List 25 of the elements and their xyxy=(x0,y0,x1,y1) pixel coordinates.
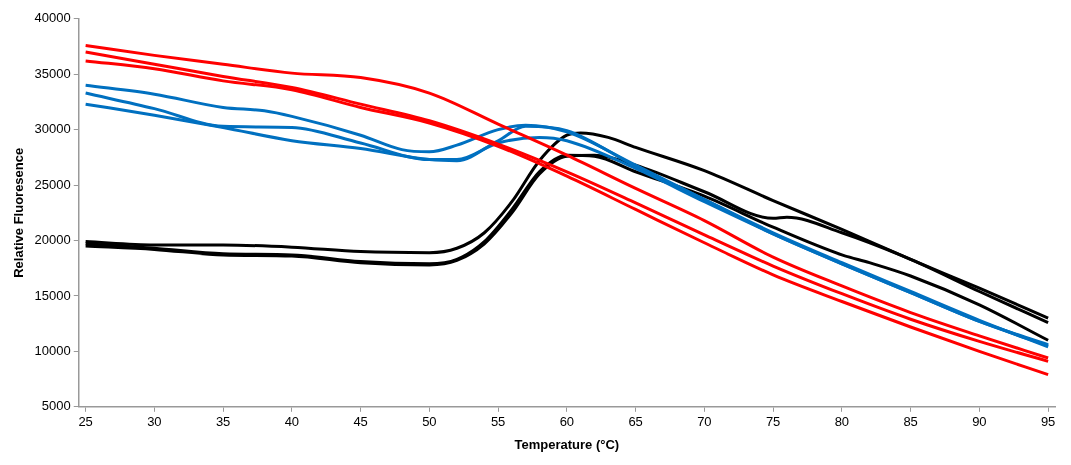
x-tick-label: 50 xyxy=(422,414,437,430)
y-tick-label: 20000 xyxy=(34,232,71,248)
x-axis-title: Temperature (°C) xyxy=(514,436,620,452)
y-tick-label: 35000 xyxy=(34,65,71,81)
x-tick-label: 60 xyxy=(559,414,575,430)
y-tick-label: 5000 xyxy=(41,398,71,414)
x-tick-label: 25 xyxy=(78,414,93,430)
y-axis-title: Relative Fluoresence xyxy=(11,147,27,278)
y-tick-label: 25000 xyxy=(34,176,71,192)
y-tick-label: 40000 xyxy=(34,10,71,26)
y-tick-label: 30000 xyxy=(34,121,71,137)
y-tick-label: 10000 xyxy=(34,342,71,358)
x-tick-label: 80 xyxy=(834,414,850,430)
x-tick-label: 65 xyxy=(628,414,643,430)
x-tick-label: 45 xyxy=(353,414,368,430)
x-tick-label: 70 xyxy=(697,414,712,430)
x-tick-label: 90 xyxy=(972,414,987,430)
x-tick-label: 35 xyxy=(215,414,231,430)
x-tick-label: 85 xyxy=(903,414,918,430)
x-tick-label: 75 xyxy=(765,414,781,430)
y-tick-label: 15000 xyxy=(34,287,71,303)
x-tick-label: 40 xyxy=(284,414,300,430)
x-tick-label: 95 xyxy=(1040,414,1056,430)
x-tick-label: 30 xyxy=(147,414,162,430)
x-tick-label: 55 xyxy=(490,414,506,430)
